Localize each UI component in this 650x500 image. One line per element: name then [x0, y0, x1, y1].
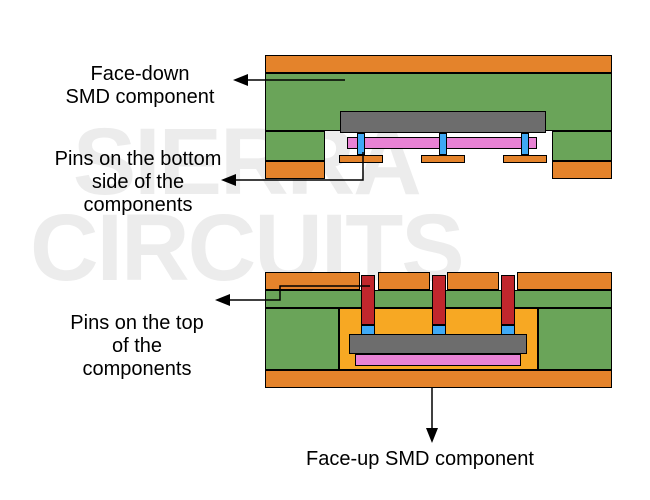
top-pin-0	[357, 133, 365, 155]
bottom-diagram	[265, 272, 612, 392]
bot-pin-red-1	[432, 275, 446, 325]
bot-pin-red-2	[501, 275, 515, 325]
top-pin-1	[439, 133, 447, 155]
label-pins-top: Pins on the top of the components	[52, 312, 222, 381]
top-diagram	[265, 55, 612, 185]
top-chip	[340, 111, 546, 133]
bot-substrate	[355, 354, 521, 366]
top-dielectric-left	[265, 131, 325, 161]
bot-pin-blue-1	[432, 325, 446, 335]
bot-copper-top-1	[378, 272, 430, 290]
bot-copper-top-3	[517, 272, 612, 290]
label-pins-bottom: Pins on the bottom side of the component…	[38, 148, 238, 217]
bot-pin-blue-0	[361, 325, 375, 335]
label-facedown: Face-down SMD component	[45, 63, 235, 109]
bot-pin-red-0	[361, 275, 375, 325]
bot-dielectric-left	[265, 308, 339, 370]
top-pin-2	[521, 133, 529, 155]
bot-copper-top-0	[265, 272, 360, 290]
label-faceup: Face-up SMD component	[280, 448, 560, 471]
bot-copper-top-2	[447, 272, 499, 290]
bot-dielectric-right	[538, 308, 612, 370]
top-copper-bl	[265, 161, 325, 179]
bot-copper-bot	[265, 370, 612, 388]
bot-chip	[349, 334, 527, 354]
top-dielectric-right	[552, 131, 612, 161]
top-copper	[265, 55, 612, 73]
top-copper-br	[552, 161, 612, 179]
top-pad-1	[421, 155, 465, 163]
top-pad-0	[339, 155, 383, 163]
bot-pin-blue-2	[501, 325, 515, 335]
top-pad-2	[503, 155, 547, 163]
